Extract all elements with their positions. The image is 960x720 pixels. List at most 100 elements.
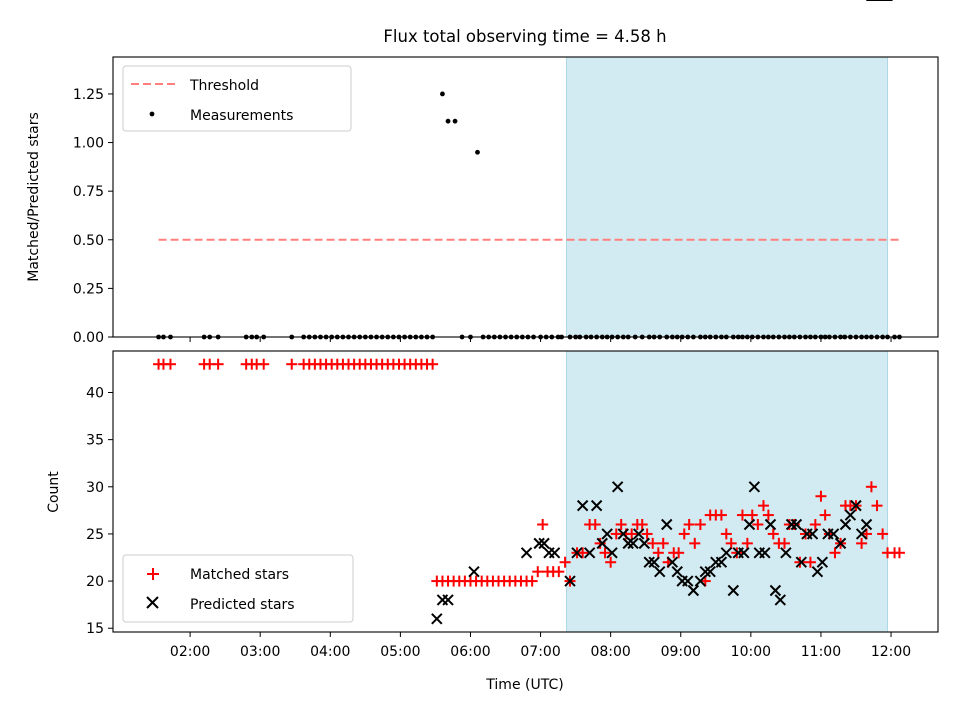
xtick-label: 11:00 bbox=[801, 644, 841, 660]
measurement-point bbox=[445, 118, 451, 124]
matched-star-point bbox=[893, 547, 905, 559]
predicted-star-point bbox=[827, 528, 840, 540]
predicted-star-point bbox=[627, 537, 639, 550]
matched-star-point bbox=[736, 509, 748, 521]
predicted-star-point bbox=[764, 518, 777, 531]
threshold-legend-label: Threshold bbox=[189, 78, 259, 94]
top-ytick-label: 1.25 bbox=[73, 87, 104, 103]
matched-star-point bbox=[615, 519, 627, 531]
matched-star-point bbox=[577, 547, 589, 559]
matched-star-point bbox=[865, 481, 877, 493]
matched-star-point bbox=[757, 500, 769, 512]
matched-star-point bbox=[689, 537, 701, 549]
top-legend: Threshold Measurements bbox=[122, 65, 352, 132]
matched-star-point bbox=[741, 537, 753, 549]
matched-star-point bbox=[605, 556, 617, 568]
matched-star-point bbox=[553, 566, 565, 578]
predicted-star-point bbox=[727, 584, 740, 597]
xtick-label: 07:00 bbox=[520, 644, 560, 660]
matched-legend-label: Matched stars bbox=[190, 567, 289, 583]
predicted-legend-label: Predicted stars bbox=[190, 597, 295, 613]
predicted-star-point bbox=[774, 594, 786, 606]
matched-star-point bbox=[258, 358, 270, 370]
predicted-star-point bbox=[468, 565, 480, 578]
predicted-star-point bbox=[844, 509, 857, 521]
matched-star-point bbox=[610, 528, 622, 540]
matched-star-point bbox=[767, 528, 779, 540]
matched-star-point bbox=[559, 556, 571, 568]
matched-star-point bbox=[164, 358, 176, 370]
predicted-star-point bbox=[743, 518, 756, 531]
top-ytick-label: 0.00 bbox=[73, 330, 104, 346]
xtick-label: 06:00 bbox=[450, 644, 490, 660]
bottom-ytick-label: 30 bbox=[86, 480, 104, 496]
measurements-legend-label: Measurements bbox=[190, 108, 293, 124]
matched-star-point bbox=[683, 519, 695, 531]
predicted-star-point bbox=[682, 575, 694, 587]
predicted-star-point bbox=[611, 481, 624, 493]
predicted-star-point bbox=[839, 518, 852, 531]
xtick-label: 03:00 bbox=[240, 644, 280, 660]
predicted-star-point bbox=[666, 556, 679, 568]
xtick-label: 04:00 bbox=[310, 644, 350, 660]
predicted-star-point bbox=[855, 528, 868, 540]
predicted-star-point bbox=[715, 556, 728, 568]
matched-star-point bbox=[286, 358, 298, 370]
predicted-star-point bbox=[576, 499, 589, 512]
predicted-star-point bbox=[648, 556, 660, 568]
predicted-star-point bbox=[632, 528, 645, 540]
matched-star-point bbox=[427, 358, 439, 370]
predicted-star-point bbox=[661, 518, 673, 531]
predicted-star-point bbox=[795, 556, 808, 568]
predicted-star-point bbox=[850, 499, 862, 512]
predicted-star-point bbox=[583, 547, 596, 559]
matched-star-point bbox=[599, 547, 611, 559]
bottom-legend-box bbox=[122, 554, 354, 623]
bottom-y-ticks: 15 20 25 30 35 40 bbox=[86, 385, 113, 637]
matched-star-point bbox=[678, 528, 690, 540]
predicted-star-point bbox=[571, 547, 583, 559]
chart-title: Flux total observing time = 4.58 h bbox=[383, 27, 666, 46]
bottom-observing-span bbox=[566, 351, 888, 632]
matched-star-point bbox=[815, 490, 827, 502]
predicted-star-point bbox=[617, 528, 629, 540]
matched-star-point bbox=[532, 566, 544, 578]
top-y-ticks: 0.00 0.25 0.50 0.75 1.00 1.25 bbox=[73, 87, 113, 346]
matched-star-point bbox=[537, 519, 549, 531]
predicted-star-point bbox=[622, 537, 634, 550]
measurements-legend-swatch bbox=[149, 111, 155, 117]
matched-star-point bbox=[778, 537, 790, 549]
bottom-data-marks bbox=[153, 0, 905, 625]
bottom-ytick-label: 40 bbox=[86, 385, 104, 401]
bottom-x-ticks: 02:00 03:00 04:00 05:00 06:00 07:00 08:00 09:00… bbox=[170, 632, 911, 660]
matched-star-point bbox=[725, 537, 737, 549]
predicted-star-point bbox=[538, 537, 550, 550]
predicted-star-point bbox=[769, 584, 782, 597]
predicted-star-point bbox=[643, 556, 655, 568]
matched-star-point bbox=[720, 528, 732, 540]
matched-star-point bbox=[636, 519, 648, 531]
matched-star-point bbox=[804, 556, 816, 568]
predicted-star-point bbox=[564, 575, 576, 587]
top-ytick-label: 1.00 bbox=[73, 136, 104, 152]
matched-star-point bbox=[762, 509, 774, 521]
predicted-star-point bbox=[834, 537, 847, 550]
predicted-star-point bbox=[442, 594, 454, 606]
predicted-star-point bbox=[520, 547, 533, 559]
predicted-star-point bbox=[759, 547, 771, 559]
xtick-label: 02:00 bbox=[170, 644, 210, 660]
bottom-y-axis-label: Count bbox=[46, 471, 62, 513]
predicted-star-point bbox=[533, 537, 545, 550]
predicted-star-point bbox=[654, 565, 666, 578]
predicted-star-point bbox=[806, 528, 819, 540]
predicted-star-point bbox=[694, 575, 707, 587]
top-observing-span bbox=[566, 57, 888, 337]
matched-star-point bbox=[752, 519, 764, 531]
top-y-axis-label: Matched/Predicted stars bbox=[26, 112, 42, 282]
measurement-point bbox=[452, 118, 458, 124]
predicted-star-point bbox=[548, 547, 561, 559]
matched-star-point bbox=[809, 519, 821, 531]
matched-star-point bbox=[526, 575, 538, 587]
predicted-star-point bbox=[699, 565, 711, 578]
